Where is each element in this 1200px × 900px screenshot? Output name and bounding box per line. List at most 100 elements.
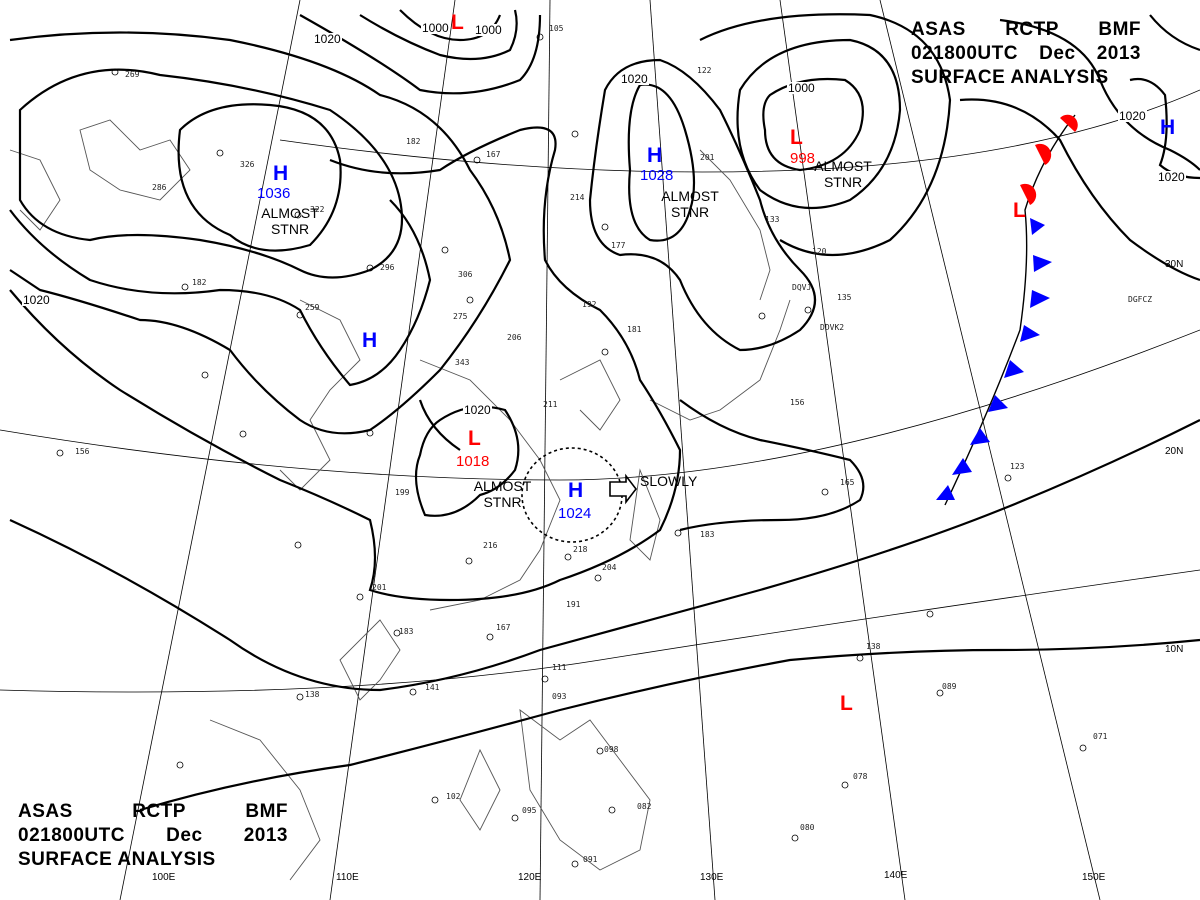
- isobar-west-1: [18, 68, 404, 279]
- isobar-1036-outer: [177, 103, 342, 252]
- station-value: 286: [152, 183, 167, 192]
- hollow-arrow-icon: [609, 473, 638, 505]
- station-label: DGFCZ: [1128, 295, 1153, 304]
- isobar-far-east: [1149, 14, 1200, 52]
- high-marker: H: [647, 144, 663, 167]
- isobar-label: 1000: [787, 81, 816, 95]
- lon-label: 100E: [152, 872, 176, 883]
- lon-label: 110E: [336, 872, 359, 883]
- station-value: 089: [942, 682, 957, 691]
- header-title: SURFACE ANALYSIS: [18, 849, 216, 870]
- low-marker: L: [790, 126, 803, 149]
- header-year: 2013: [1096, 43, 1141, 64]
- station-value: 098: [604, 745, 619, 754]
- isobars: [9, 9, 1200, 812]
- station-value: 214: [570, 193, 585, 202]
- isobar-label: 1020: [1118, 109, 1147, 123]
- isobar-998-outer: [736, 38, 902, 210]
- station-value: 259: [305, 303, 320, 312]
- header-top-right: ASAS RCTP BMF 021800UTC Dec 2013 SURFACE…: [911, 18, 1141, 90]
- station-value: 123: [1010, 462, 1025, 471]
- station-value: 138: [305, 690, 320, 699]
- isobar-1028-outer: [588, 58, 816, 352]
- high-marker: H: [1160, 116, 1176, 139]
- station-value: 177: [611, 241, 626, 250]
- station-value: 181: [627, 325, 642, 334]
- high-marker: H: [273, 162, 289, 185]
- lat-label: 10N: [1165, 644, 1184, 655]
- header-time: 021800UTC: [18, 825, 125, 846]
- isobar-east-2: [999, 18, 1200, 171]
- station-value: 141: [425, 683, 440, 692]
- station-value: 165: [840, 478, 855, 487]
- isobar-label: 1020: [620, 72, 649, 86]
- station-value: 167: [486, 150, 501, 159]
- high-marker: H: [362, 329, 378, 352]
- isobar-north-1: [299, 14, 542, 95]
- isobar-1018: [414, 405, 520, 517]
- lon-label: 120E: [518, 872, 542, 883]
- isobar-label: 1000: [421, 21, 450, 35]
- header-title: SURFACE ANALYSIS: [911, 67, 1109, 88]
- lon-label: 140E: [884, 870, 908, 881]
- header-bottom-left: ASAS RCTP BMF 021800UTC Dec 2013 SURFACE…: [18, 800, 288, 872]
- station-markers: [56, 33, 1087, 868]
- station-value: 095: [522, 806, 537, 815]
- header-center: RCTP: [132, 801, 186, 822]
- lon-label: 130E: [700, 872, 724, 883]
- isobar-lower-1: [9, 419, 1200, 692]
- header-month: Dec: [1039, 43, 1076, 64]
- station-value: 071: [1093, 732, 1108, 741]
- station-value: 082: [637, 802, 652, 811]
- motion-note: ALMOST STNR: [661, 188, 719, 220]
- station-value: 167: [496, 623, 511, 632]
- station-value: 183: [399, 627, 414, 636]
- header-agency: ASAS: [18, 801, 73, 822]
- station-value: 080: [800, 823, 815, 832]
- isobar-1028: [627, 83, 696, 242]
- high-pressure-value: 1036: [257, 185, 291, 202]
- isobar-west-3: [9, 31, 512, 435]
- station-value: 133: [765, 215, 780, 224]
- station-value: 183: [700, 530, 715, 539]
- isobar-label: 1020: [22, 293, 51, 307]
- isobar-center: [418, 399, 461, 451]
- station-value: 343: [455, 358, 470, 367]
- header-product: BMF: [245, 801, 288, 822]
- station-value: 206: [507, 333, 522, 342]
- isobar-north-2: [359, 9, 518, 61]
- front-line: [944, 114, 1076, 506]
- isobar-1020-main: [9, 126, 682, 602]
- station-value: 192: [582, 300, 597, 309]
- station-value: 201: [372, 583, 387, 592]
- station-value: 111: [552, 663, 567, 672]
- isobar-label: 1000: [474, 23, 503, 37]
- station-value: 078: [853, 772, 868, 781]
- cold-front-triangle-icon: [936, 218, 1052, 500]
- lat-label: 30N: [1165, 259, 1184, 270]
- low-marker: L: [468, 427, 481, 450]
- lon-label: 150E: [1082, 872, 1106, 883]
- isobar-998: [762, 77, 864, 172]
- high-pressure-value: 1024: [558, 505, 592, 522]
- station-value: 182: [406, 137, 421, 146]
- warm-front-semicircle-icon: [1020, 114, 1078, 205]
- header-time: 021800UTC: [911, 43, 1018, 64]
- isobar-lower-2: [139, 638, 1200, 812]
- station-value: 306: [458, 270, 473, 279]
- station-value: 156: [790, 398, 805, 407]
- station-value: 275: [453, 312, 468, 321]
- header-agency: ASAS: [911, 19, 966, 40]
- isobar-998-outer2: [699, 13, 952, 256]
- station-value: 201: [700, 153, 715, 162]
- motion-note: ALMOST STNR: [814, 158, 872, 190]
- station-value: 204: [602, 563, 617, 572]
- header-month: Dec: [166, 825, 203, 846]
- high-marker: H: [568, 479, 584, 502]
- station-value: 191: [566, 600, 581, 609]
- isobar-label: 1020: [463, 403, 492, 417]
- station-value: 156: [75, 447, 90, 456]
- isobar-1020-east: [679, 399, 865, 532]
- low-marker: L: [840, 692, 853, 715]
